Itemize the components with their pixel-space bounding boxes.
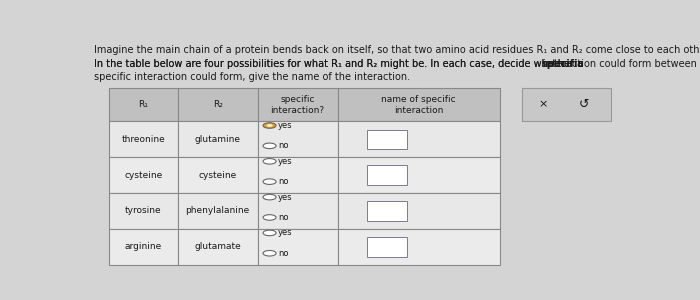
Circle shape <box>263 158 276 164</box>
Text: ×: × <box>538 100 548 110</box>
Text: interaction could form between the residues. If a: interaction could form between the resid… <box>540 59 700 69</box>
Text: specific: specific <box>542 59 584 69</box>
Text: cysteine: cysteine <box>199 171 237 180</box>
FancyBboxPatch shape <box>258 157 337 193</box>
Text: In the table below are four possibilities for what R₁ and R₂ might be. In each c: In the table below are four possibilitie… <box>94 59 587 69</box>
FancyBboxPatch shape <box>258 88 337 122</box>
Text: glutamate: glutamate <box>194 242 241 251</box>
Circle shape <box>263 143 276 148</box>
Text: arginine: arginine <box>125 242 162 251</box>
Text: Imagine the main chain of a protein bends back on itself, so that two amino acid: Imagine the main chain of a protein bend… <box>94 45 700 55</box>
Text: R₁: R₁ <box>139 100 148 109</box>
FancyBboxPatch shape <box>367 237 407 256</box>
Circle shape <box>263 123 276 128</box>
FancyBboxPatch shape <box>109 88 178 122</box>
FancyBboxPatch shape <box>258 193 337 229</box>
Circle shape <box>263 250 276 256</box>
Circle shape <box>263 215 276 220</box>
FancyBboxPatch shape <box>178 157 258 193</box>
FancyBboxPatch shape <box>337 229 500 265</box>
FancyBboxPatch shape <box>178 193 258 229</box>
FancyBboxPatch shape <box>258 122 337 157</box>
FancyBboxPatch shape <box>109 157 178 193</box>
Text: threonine: threonine <box>122 135 165 144</box>
Text: In the table below are four possibilities for what R₁ and R₂ might be. In each c: In the table below are four possibilitie… <box>94 59 692 69</box>
FancyBboxPatch shape <box>337 122 500 157</box>
Text: In the table below are four possibilities for what R₁ and R₂ might be. In each c: In the table below are four possibilitie… <box>94 59 587 69</box>
Text: tyrosine: tyrosine <box>125 206 162 215</box>
FancyBboxPatch shape <box>367 165 407 185</box>
FancyBboxPatch shape <box>258 229 337 265</box>
Text: specific
interaction?: specific interaction? <box>271 95 325 115</box>
Text: R₂: R₂ <box>213 100 223 109</box>
FancyBboxPatch shape <box>367 201 407 221</box>
Text: glutamine: glutamine <box>195 135 241 144</box>
Text: specific interaction could form, give the name of the interaction.: specific interaction could form, give th… <box>94 72 410 82</box>
Text: no: no <box>278 249 288 258</box>
Text: yes: yes <box>278 193 293 202</box>
FancyBboxPatch shape <box>178 88 258 122</box>
FancyBboxPatch shape <box>337 157 500 193</box>
Text: yes: yes <box>278 157 293 166</box>
FancyBboxPatch shape <box>109 122 178 157</box>
Text: yes: yes <box>278 228 293 237</box>
FancyBboxPatch shape <box>109 229 178 265</box>
Text: no: no <box>278 141 288 150</box>
FancyBboxPatch shape <box>178 122 258 157</box>
Text: cysteine: cysteine <box>125 171 162 180</box>
Text: yes: yes <box>278 121 293 130</box>
FancyBboxPatch shape <box>337 88 500 122</box>
Circle shape <box>263 179 276 184</box>
FancyBboxPatch shape <box>109 193 178 229</box>
FancyBboxPatch shape <box>337 193 500 229</box>
Circle shape <box>263 194 276 200</box>
Text: phenylalanine: phenylalanine <box>186 206 250 215</box>
FancyBboxPatch shape <box>522 88 611 122</box>
Circle shape <box>263 230 276 236</box>
Text: ↺: ↺ <box>579 98 589 111</box>
FancyBboxPatch shape <box>367 130 407 149</box>
FancyBboxPatch shape <box>178 229 258 265</box>
Text: no: no <box>278 177 288 186</box>
Text: name of specific
interaction: name of specific interaction <box>382 95 456 115</box>
Circle shape <box>267 124 272 127</box>
Text: no: no <box>278 213 288 222</box>
